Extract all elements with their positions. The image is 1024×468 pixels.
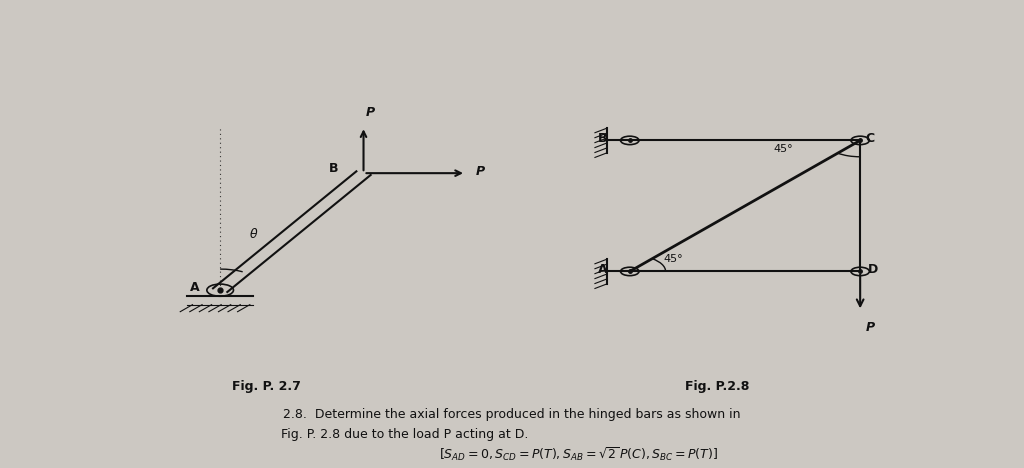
Text: B: B xyxy=(329,162,338,175)
Text: C: C xyxy=(865,132,874,145)
Text: Fig. P. 2.7: Fig. P. 2.7 xyxy=(231,380,301,393)
Text: D: D xyxy=(868,263,879,276)
Text: A: A xyxy=(190,281,200,294)
Text: Fig. P.2.8: Fig. P.2.8 xyxy=(685,380,749,393)
Text: 2.8.  Determine the axial forces produced in the hinged bars as shown in: 2.8. Determine the axial forces produced… xyxy=(284,408,740,421)
Text: P: P xyxy=(865,321,874,334)
Text: A: A xyxy=(598,263,607,276)
Text: Fig. P. 2.8 due to the load P acting at D.: Fig. P. 2.8 due to the load P acting at … xyxy=(281,428,528,441)
Text: 45°: 45° xyxy=(773,145,793,154)
Text: $[S_{AD}=0, S_{CD}=P(T), S_{AB}=\sqrt{2}\,P(C), S_{BC}=P(T)]$: $[S_{AD}=0, S_{CD}=P(T), S_{AB}=\sqrt{2}… xyxy=(439,445,718,463)
Text: θ: θ xyxy=(250,227,258,241)
Text: P: P xyxy=(476,165,485,178)
Text: P: P xyxy=(367,106,375,119)
Text: B: B xyxy=(598,132,607,145)
Text: 45°: 45° xyxy=(664,255,683,264)
